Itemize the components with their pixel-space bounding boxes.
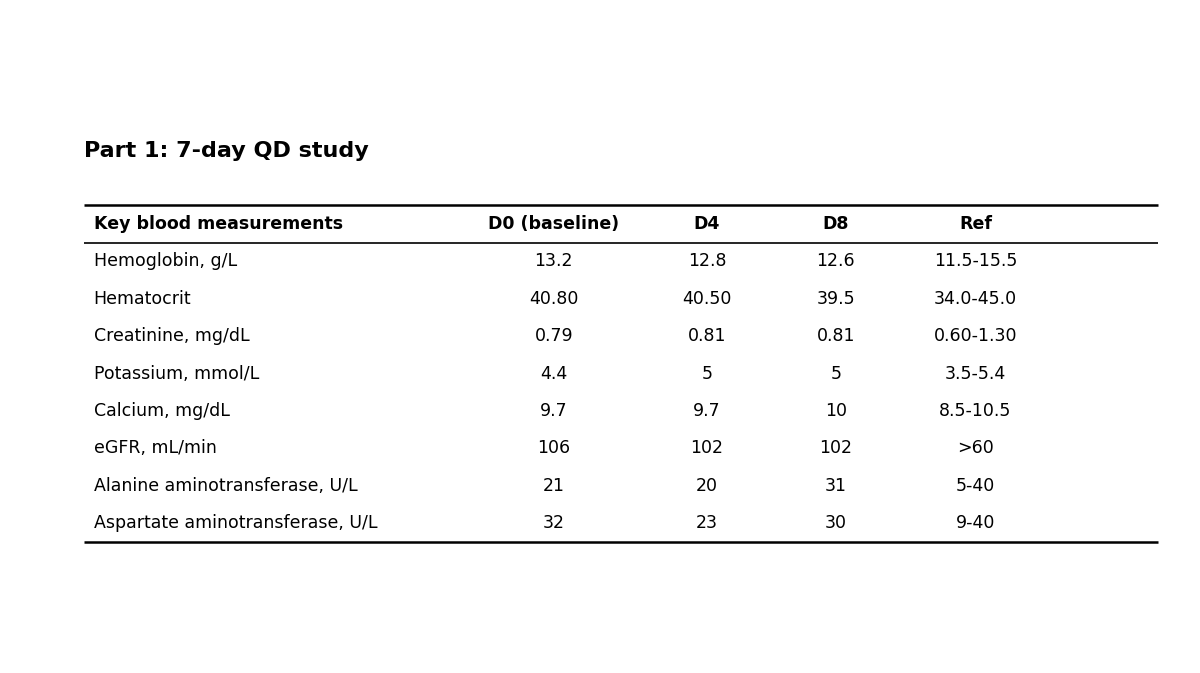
Text: 5: 5 [702, 365, 713, 382]
Text: 23: 23 [696, 514, 718, 532]
Text: 4.4: 4.4 [540, 365, 568, 382]
Text: 102: 102 [820, 439, 852, 457]
Text: Part 1: 7-day QD study: Part 1: 7-day QD study [84, 141, 368, 162]
Text: 12.8: 12.8 [688, 252, 726, 271]
Text: eGFR, mL/min: eGFR, mL/min [94, 439, 216, 457]
Text: 9-40: 9-40 [955, 514, 995, 532]
Text: 102: 102 [690, 439, 724, 457]
Text: Hemoglobin, g/L: Hemoglobin, g/L [94, 252, 236, 271]
Text: 0.81: 0.81 [816, 327, 856, 345]
Text: Potassium, mmol/L: Potassium, mmol/L [94, 365, 259, 382]
Text: 21: 21 [542, 476, 565, 495]
Text: 39.5: 39.5 [816, 290, 856, 308]
Text: 10: 10 [824, 402, 847, 420]
Text: 8.5-10.5: 8.5-10.5 [940, 402, 1012, 420]
Text: 13.2: 13.2 [535, 252, 574, 271]
Text: 32: 32 [542, 514, 565, 532]
Text: Aspartate aminotransferase, U/L: Aspartate aminotransferase, U/L [94, 514, 377, 532]
Text: D4: D4 [694, 215, 720, 233]
Text: Alanine aminotransferase, U/L: Alanine aminotransferase, U/L [94, 476, 358, 495]
Text: 0.60-1.30: 0.60-1.30 [934, 327, 1018, 345]
Text: 30: 30 [824, 514, 847, 532]
Text: 0.79: 0.79 [534, 327, 574, 345]
Text: 106: 106 [538, 439, 570, 457]
Text: 34.0-45.0: 34.0-45.0 [934, 290, 1016, 308]
Text: 40.80: 40.80 [529, 290, 578, 308]
Text: D0 (baseline): D0 (baseline) [488, 215, 619, 233]
Text: 5: 5 [830, 365, 841, 382]
Text: 9.7: 9.7 [540, 402, 568, 420]
Text: 12.6: 12.6 [816, 252, 856, 271]
Text: 31: 31 [824, 476, 847, 495]
Text: Hematocrit: Hematocrit [94, 290, 191, 308]
Text: 3.5-5.4: 3.5-5.4 [944, 365, 1006, 382]
Text: >60: >60 [958, 439, 994, 457]
Text: 5-40: 5-40 [955, 476, 995, 495]
Text: 11.5-15.5: 11.5-15.5 [934, 252, 1018, 271]
Text: 20: 20 [696, 476, 718, 495]
Text: Ref: Ref [959, 215, 992, 233]
Text: 40.50: 40.50 [683, 290, 732, 308]
Text: Key blood measurements: Key blood measurements [94, 215, 343, 233]
Text: 9.7: 9.7 [694, 402, 721, 420]
Text: Calcium, mg/dL: Calcium, mg/dL [94, 402, 229, 420]
Text: 0.81: 0.81 [688, 327, 726, 345]
Text: D8: D8 [822, 215, 850, 233]
Text: Creatinine, mg/dL: Creatinine, mg/dL [94, 327, 250, 345]
